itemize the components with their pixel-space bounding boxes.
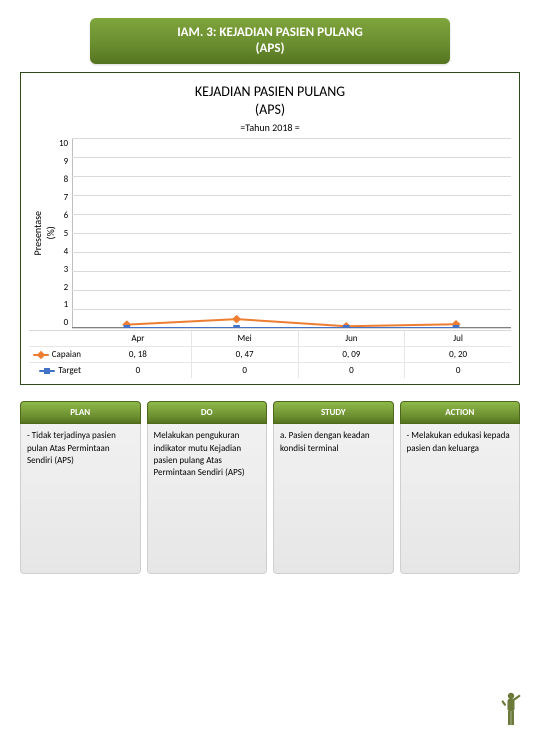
series-name: Target (58, 365, 81, 376)
y-tick: 1 (64, 299, 69, 310)
pdsa-head: DO (147, 401, 268, 424)
data-cell: 0 (298, 363, 405, 378)
chart-title-line1: KEJADIAN PASIEN PULANG (29, 83, 511, 101)
pdsa-col-study: STUDYa. Pasien dengan keadan kondisi ter… (273, 401, 394, 574)
y-tick: 0 (64, 317, 69, 328)
pdsa-head: PLAN (20, 401, 141, 424)
x-tick: Mei (191, 331, 298, 346)
gridline (72, 271, 511, 272)
data-cell: 0 (404, 363, 511, 378)
gridline (72, 328, 511, 329)
y-tick: 5 (64, 228, 69, 239)
person-pointing-icon (500, 690, 522, 730)
pdsa-col-do: DOMelakukan pengukuran indikator mutu Ke… (147, 401, 268, 574)
series-line-capaian (127, 319, 456, 326)
pdsa-col-action: ACTION- Melakukan edukasi kepada pasien … (400, 401, 521, 574)
gridline (72, 309, 511, 310)
chart-title-line2: (APS) (29, 101, 511, 119)
page-title-line2: (APS) (255, 41, 284, 57)
series-legend-capaian: Capaian (29, 349, 85, 360)
gridline (72, 233, 511, 234)
y-tick: 7 (64, 192, 69, 203)
pdsa-body: a. Pasien dengan keadan kondisi terminal (273, 424, 394, 574)
gridline (72, 176, 511, 177)
page-title-banner: IAM. 3: KEJADIAN PASIEN PULANG (APS) (90, 18, 450, 64)
y-tick: 2 (64, 282, 69, 293)
chart-data-table: Capaian0, 180, 470, 090, 20Target0000 (29, 346, 511, 378)
pdsa-head: ACTION (400, 401, 521, 424)
legend-swatch-icon (39, 370, 55, 372)
data-cell: 0, 18 (85, 347, 191, 362)
legend-marker-icon (36, 351, 44, 359)
pdsa-body: - Tidak terjadinya pasien pulan Atas Per… (20, 424, 141, 574)
data-row-capaian: Capaian 0, 180, 470, 090, 20 (29, 346, 511, 362)
chart-panel: KEJADIAN PASIEN PULANG (APS) =Tahun 2018… (20, 72, 520, 385)
legend-marker-icon (44, 368, 50, 374)
x-axis-row: AprMeiJunJul (29, 330, 511, 346)
x-tick: Jul (404, 331, 511, 346)
plot-area (72, 138, 511, 328)
gridline (72, 252, 511, 253)
chart-body: Presentase(%) 109876543210 (29, 138, 511, 328)
pdsa-body: - Melakukan edukasi kepada pasien dan ke… (400, 424, 521, 574)
y-tick: 6 (64, 210, 69, 221)
x-tick: Apr (85, 331, 191, 346)
chart-title: KEJADIAN PASIEN PULANG (APS) (29, 83, 511, 119)
x-axis-categories: AprMeiJunJul (85, 331, 511, 346)
x-tick: Jun (298, 331, 405, 346)
pdsa-body: Melakukan pengukuran indikator mutu Keja… (147, 424, 268, 574)
series-name: Capaian (52, 349, 81, 360)
gridline (72, 138, 511, 139)
page-title-line1: IAM. 3: KEJADIAN PASIEN PULANG (177, 25, 363, 41)
y-tick: 9 (64, 156, 69, 167)
data-cell: 0 (85, 363, 191, 378)
data-row-target: Target0000 (29, 362, 511, 378)
legend-swatch-icon (33, 354, 49, 356)
y-tick: 8 (64, 174, 69, 185)
y-axis-label: Presentase(%) (29, 211, 59, 255)
series-marker (232, 315, 241, 323)
chart-subtitle: =Tahun 2018 = (29, 121, 511, 134)
gridline (72, 157, 511, 158)
y-axis-ticks: 109876543210 (59, 138, 72, 328)
y-tick: 4 (64, 246, 69, 257)
data-cell: 0, 47 (191, 347, 298, 362)
data-cell: 0 (191, 363, 298, 378)
series-legend-target: Target (29, 365, 85, 376)
gridline (72, 214, 511, 215)
data-cell: 0, 09 (298, 347, 405, 362)
pdsa-head: STUDY (273, 401, 394, 424)
y-tick: 10 (59, 138, 68, 149)
pdsa-panel: PLAN- Tidak terjadinya pasien pulan Atas… (20, 401, 520, 574)
gridline (72, 290, 511, 291)
y-tick: 3 (64, 264, 69, 275)
data-cell: 0, 20 (404, 347, 511, 362)
gridline (72, 195, 511, 196)
pdsa-col-plan: PLAN- Tidak terjadinya pasien pulan Atas… (20, 401, 141, 574)
